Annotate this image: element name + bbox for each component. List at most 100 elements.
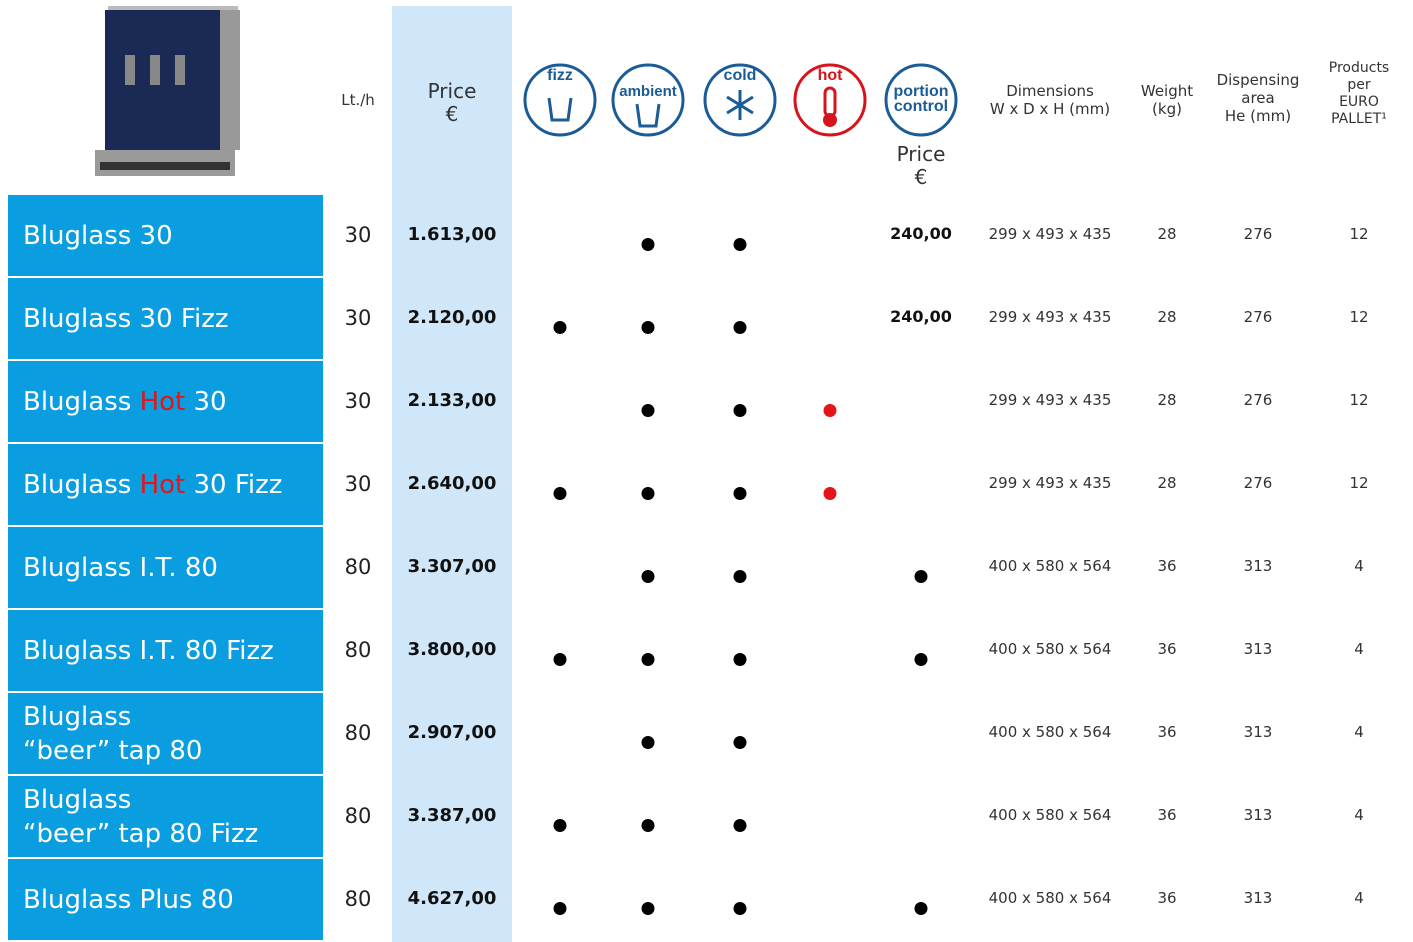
area-header-line: area xyxy=(1217,89,1300,107)
name-line: Bluglass Hot 30 xyxy=(23,385,323,419)
weight: 36 xyxy=(1157,557,1176,575)
portion-price-header: Price€ xyxy=(897,143,946,189)
name-line: Bluglass 30 xyxy=(23,219,323,253)
area: 313 xyxy=(1244,640,1273,658)
feature-dot xyxy=(554,321,567,334)
lt-h-header: Lt./h xyxy=(341,92,375,109)
feature-dot xyxy=(642,819,655,832)
thermo-bulb xyxy=(823,113,837,127)
weight: 36 xyxy=(1157,889,1176,907)
feature-dot xyxy=(554,902,567,915)
feature-dot xyxy=(915,653,928,666)
name-highlight: Hot xyxy=(140,387,186,417)
page: fizzambientcoldhotportioncontrol (() => … xyxy=(0,0,1413,942)
lt-h: 80 xyxy=(345,555,372,579)
weight: 28 xyxy=(1157,391,1176,409)
lt-h: 30 xyxy=(345,389,372,413)
feature-dot xyxy=(554,487,567,500)
name-line: Bluglass xyxy=(23,700,323,734)
area: 313 xyxy=(1244,723,1273,741)
feature-dot xyxy=(734,653,747,666)
product-name: Bluglass I.T. 80 Fizz xyxy=(8,610,323,691)
weight: 36 xyxy=(1157,640,1176,658)
portion-price-header-line: € xyxy=(897,166,946,189)
pallet: 4 xyxy=(1354,557,1364,575)
area: 313 xyxy=(1244,806,1273,824)
lt-h: 30 xyxy=(345,472,372,496)
lt-h: 80 xyxy=(345,721,372,745)
price: 4.627,00 xyxy=(408,888,497,909)
dimensions: 400 x 580 x 564 xyxy=(989,806,1112,824)
feature-dot xyxy=(642,321,655,334)
name-text: Bluglass xyxy=(23,785,131,815)
portion-price: 240,00 xyxy=(890,224,952,243)
feature-dot xyxy=(642,238,655,251)
name-line: “beer” tap 80 xyxy=(23,734,323,768)
feature-dot xyxy=(734,404,747,417)
name-text: 30 xyxy=(185,387,226,417)
weight: 28 xyxy=(1157,474,1176,492)
name-text: Bluglass I.T. 80 Fizz xyxy=(23,636,274,666)
price-header-line: € xyxy=(428,103,477,126)
name-line: Bluglass 30 Fizz xyxy=(23,302,323,336)
feature-dot xyxy=(824,487,837,500)
price: 2.640,00 xyxy=(408,473,497,494)
feature-dot xyxy=(554,819,567,832)
product-name: Bluglass Plus 80 xyxy=(8,859,323,940)
feature-dot xyxy=(554,653,567,666)
area: 313 xyxy=(1244,557,1273,575)
name-text: “beer” tap 80 xyxy=(23,736,202,766)
icon-label: control xyxy=(894,98,948,115)
area: 276 xyxy=(1244,308,1273,326)
dimensions: 299 x 493 x 435 xyxy=(989,225,1112,243)
feature-dot xyxy=(734,238,747,251)
weight-header-line: Weight xyxy=(1141,82,1193,100)
weight: 36 xyxy=(1157,806,1176,824)
icon-label: fizz xyxy=(547,67,573,84)
name-text: 30 Fizz xyxy=(185,470,282,500)
dimensions: 299 x 493 x 435 xyxy=(989,308,1112,326)
dimensions-header-line: W x D x H (mm) xyxy=(990,100,1110,118)
dimensions: 299 x 493 x 435 xyxy=(989,391,1112,409)
dimensions: 400 x 580 x 564 xyxy=(989,640,1112,658)
price: 1.613,00 xyxy=(408,224,497,245)
feature-dot xyxy=(734,902,747,915)
feature-dot xyxy=(642,487,655,500)
product-name: Bluglass“beer” tap 80 xyxy=(8,693,323,774)
feature-dot xyxy=(734,570,747,583)
name-line: Bluglass I.T. 80 xyxy=(23,551,323,585)
name-line: Bluglass I.T. 80 Fizz xyxy=(23,634,323,668)
feature-dot xyxy=(734,487,747,500)
feature-dot xyxy=(642,404,655,417)
name-line: Bluglass xyxy=(23,783,323,817)
pallet: 12 xyxy=(1349,391,1368,409)
feature-dot xyxy=(642,902,655,915)
dimensions-header-line: Dimensions xyxy=(990,82,1110,100)
price: 3.800,00 xyxy=(408,639,497,660)
pallet: 4 xyxy=(1354,640,1364,658)
name-line: Bluglass Plus 80 xyxy=(23,883,323,917)
product-name: Bluglass 30 xyxy=(8,195,323,276)
pallet-header-line: EURO xyxy=(1329,94,1389,111)
pallet: 12 xyxy=(1349,225,1368,243)
lt-h: 80 xyxy=(345,804,372,828)
icon-label: hot xyxy=(818,67,844,84)
pallet-header-line: per xyxy=(1329,77,1389,94)
price: 2.120,00 xyxy=(408,307,497,328)
name-text: “beer” tap 80 Fizz xyxy=(23,819,258,849)
icon-label: cold xyxy=(724,67,757,84)
weight: 28 xyxy=(1157,308,1176,326)
area-header-line: Dispensing xyxy=(1217,71,1300,89)
name-text: Bluglass Plus 80 xyxy=(23,885,234,915)
weight-header: Weight(kg) xyxy=(1141,82,1193,118)
name-line: “beer” tap 80 Fizz xyxy=(23,817,323,851)
feature-dot xyxy=(642,736,655,749)
product-name: Bluglass “beer” tap 80 Fizz xyxy=(8,776,323,857)
name-text: Bluglass xyxy=(23,470,140,500)
pallet: 4 xyxy=(1354,889,1364,907)
name-highlight: Hot xyxy=(140,470,186,500)
feature-dot xyxy=(642,570,655,583)
pallet-header-line: PALLET¹ xyxy=(1329,111,1389,128)
